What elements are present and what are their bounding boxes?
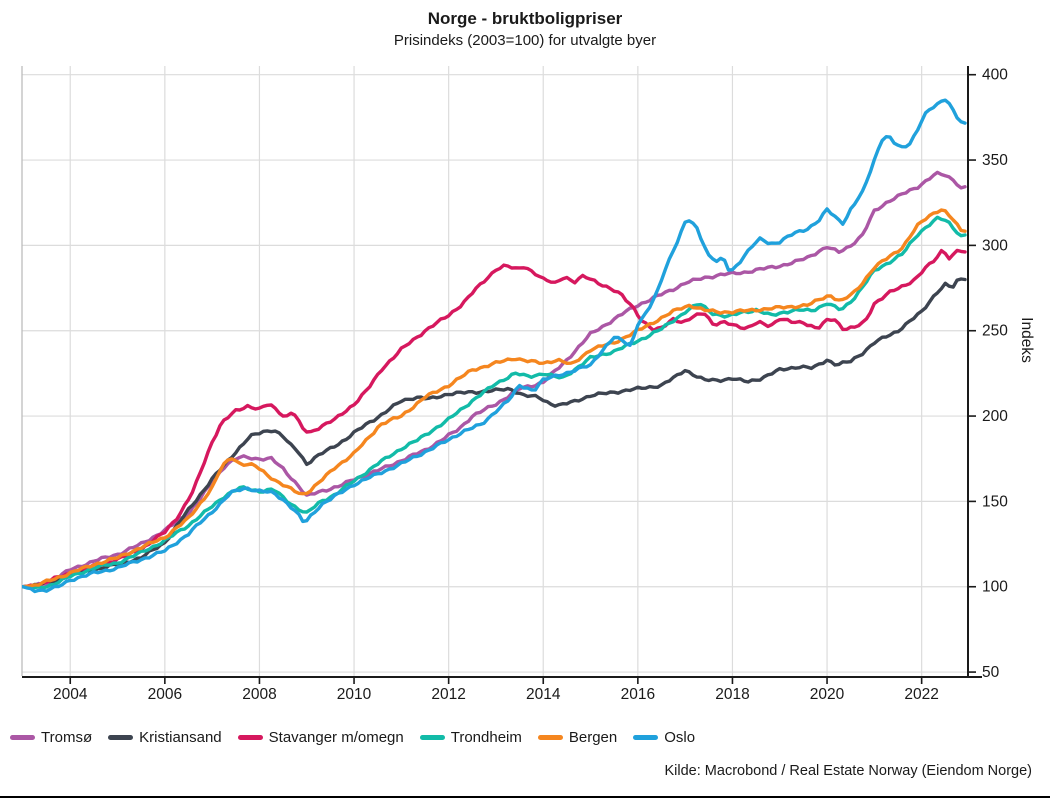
x-tick-label: 2004 [53, 686, 88, 703]
legend-swatch [419, 735, 445, 740]
legend-label: Stavanger m/omegn [268, 729, 404, 746]
x-tick-label: 2020 [810, 686, 845, 703]
y-axis-title: Indeks [1018, 317, 1035, 363]
x-tick-label: 2006 [148, 686, 182, 703]
y-tick-label: 400 [982, 67, 1008, 84]
x-tick-label: 2014 [526, 686, 561, 703]
legend-item-oslo: Oslo [633, 729, 695, 746]
legend-item-bergen: Bergen [537, 729, 618, 746]
x-tick-label: 2022 [904, 686, 938, 703]
legend-swatch [633, 735, 659, 740]
legend-label: Bergen [568, 729, 618, 746]
price-index-line-chart: 2004 2006 2008 2010 2012 2014 2016 2018 2020 2022… [21, 66, 1035, 703]
legend-swatch [10, 735, 35, 740]
y-tick-label: 350 [982, 152, 1008, 169]
series-line-oslo [22, 98, 967, 594]
x-tick-label: 2018 [715, 686, 749, 703]
x-tick-label: 2016 [621, 686, 655, 703]
legend-label: Tromsø [41, 729, 93, 746]
x-tick-label: 2008 [242, 686, 276, 703]
legend-swatch [537, 735, 563, 740]
legend-item-stavanger-m-omegn: Stavanger m/omegn [237, 729, 404, 746]
y-tick-label: 250 [982, 323, 1008, 340]
x-tick-label: 2012 [431, 686, 465, 703]
series-line-stavanger-m-omegn [22, 248, 967, 589]
legend-item-trondheim: Trondheim [419, 729, 522, 746]
legend-item-troms-: Tromsø [10, 729, 92, 746]
y-tick-label: 150 [982, 493, 1008, 510]
chart-subtitle: Prisindeks (2003=100) for utvalgte byer [393, 31, 657, 49]
legend-swatch [237, 735, 263, 740]
series-line-trondheim [22, 215, 967, 590]
source-note: Kilde: Macrobond / Real Estate Norway (E… [664, 763, 1033, 779]
series-line-kristiansand [22, 277, 967, 589]
legend-label: Oslo [664, 729, 696, 746]
legend-label: Trondheim [450, 729, 522, 746]
gridlines [22, 66, 968, 676]
y-tick-label: 300 [982, 237, 1008, 254]
axes: 2004 2006 2008 2010 2012 2014 2016 2018 2020 2022… [22, 66, 1035, 703]
bottom-divider [0, 796, 1050, 798]
x-tick-label: 2010 [337, 686, 372, 703]
series-line-troms- [22, 170, 967, 589]
series-line-bergen [22, 208, 967, 589]
legend-label: Kristiansand [139, 729, 222, 746]
y-tick-label: 50 [982, 664, 1000, 681]
series-lines [22, 98, 967, 594]
chart-title: Norge - bruktboligpriser [427, 9, 623, 28]
legend-swatch [108, 735, 134, 740]
y-tick-label: 200 [982, 408, 1008, 425]
y-tick-label: 100 [982, 579, 1008, 596]
legend-item-kristiansand: Kristiansand [108, 729, 222, 746]
chart-header: Norge - bruktboligpriser Prisindeks (200… [0, 8, 1050, 50]
legend: Tromsø Kristiansand Stavanger m/omegn Trond… [10, 729, 695, 746]
